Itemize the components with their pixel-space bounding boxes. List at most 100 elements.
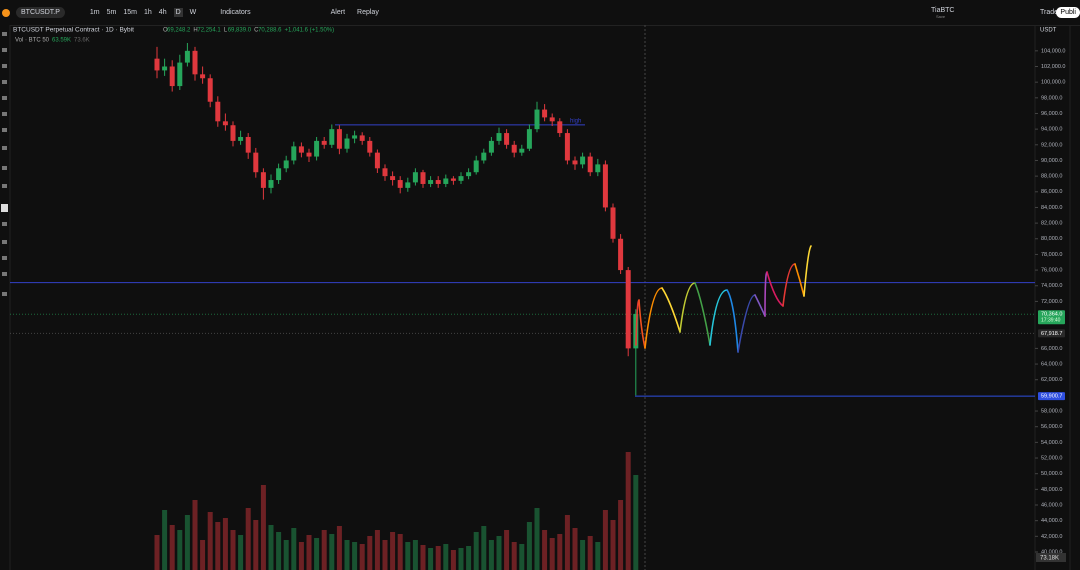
candle-body — [192, 50, 198, 75]
candle-body — [329, 129, 335, 145]
indicators-button[interactable]: Indicators — [220, 9, 251, 16]
line-label: high — [570, 118, 581, 124]
y-tick-label: 52,000.0 — [1041, 455, 1062, 461]
candle-body — [595, 164, 601, 173]
legend-item: O — [163, 28, 168, 34]
volume-bar — [504, 530, 510, 570]
y-tick-label: 96,000.0 — [1041, 111, 1062, 117]
volume-bar — [283, 540, 289, 570]
y-tick-label: 48,000.0 — [1041, 487, 1062, 493]
y-tick-label: 100,000.0 — [1041, 80, 1065, 86]
candle-body — [314, 140, 320, 157]
candle-body — [162, 66, 168, 71]
y-tick-label: 98,000.0 — [1041, 95, 1062, 101]
candle-body — [458, 176, 464, 181]
volume-bar — [162, 510, 168, 570]
intervals: 1m 5m 15m 1h 4h D W — [83, 8, 197, 17]
interval-button[interactable]: 5m — [106, 9, 117, 16]
volume-bar — [428, 548, 434, 570]
alert-button[interactable]: Alert — [330, 9, 346, 16]
candle-body — [344, 138, 350, 149]
volume-bar — [564, 515, 570, 570]
candle-body — [169, 66, 175, 87]
y-tick-label: 42,000.0 — [1041, 534, 1062, 540]
candle-body — [177, 62, 183, 87]
volume-bar — [329, 534, 335, 570]
volume-bar — [526, 522, 532, 570]
user-name[interactable]: TiaBTC — [931, 7, 955, 14]
interval-button[interactable]: W — [189, 9, 197, 16]
volume-bar — [352, 542, 358, 570]
volume-bar — [192, 500, 198, 570]
volume-bar — [230, 530, 236, 570]
candle-body — [580, 156, 586, 165]
legend-item: C — [254, 28, 259, 34]
volume-bar — [435, 546, 441, 570]
volume-bar — [580, 540, 586, 570]
chart: high 104,000.0 102,000.0 100,000.0 98,000.0… — [0, 25, 1071, 570]
candle-body — [557, 121, 563, 134]
y-tick-label: 86,000.0 — [1041, 189, 1062, 195]
volume-bar — [587, 536, 593, 570]
y-tick-label: 54,000.0 — [1041, 440, 1062, 446]
candle-body — [610, 207, 616, 239]
y-tick-label: 88,000.0 — [1041, 174, 1062, 180]
volume-bar — [610, 520, 616, 570]
candle-body — [306, 152, 312, 157]
y-tick-label: 90,000.0 — [1041, 158, 1062, 164]
candle-body — [405, 182, 411, 188]
volume-bar — [374, 530, 380, 570]
currency[interactable]: USDT — [1040, 28, 1057, 34]
y-tick-label: 46,000.0 — [1041, 502, 1062, 508]
y-tick-label: 74,000.0 — [1041, 283, 1062, 289]
left-sidebar — [0, 25, 10, 570]
y-tick-label: 72,000.0 — [1041, 299, 1062, 305]
publish-button[interactable]: Publi — [1056, 7, 1080, 18]
price-label: 67,918.7 — [1041, 331, 1062, 337]
y-tick-label: 58,000.0 — [1041, 408, 1062, 414]
y-tick-label: 104,000.0 — [1041, 48, 1065, 54]
candle-body — [587, 156, 593, 173]
candle-body — [390, 176, 396, 181]
interval-button[interactable]: D — [173, 8, 183, 17]
trade-button[interactable]: Trade — [1040, 9, 1059, 16]
candle-body — [511, 144, 517, 153]
ohlc-legend: O 69,248.2 H 72,254.1 L 69,839.0 C 70,288.6 +1,0… — [163, 28, 334, 34]
candle-body — [466, 172, 472, 177]
candle-body — [298, 146, 304, 153]
volume-bar — [177, 530, 183, 570]
price-label: 59,900.7 — [1041, 394, 1062, 400]
interval-button[interactable]: 15m — [123, 9, 137, 16]
volume-bar — [238, 535, 244, 570]
volume-label-bg — [1036, 553, 1066, 562]
legend-item: 72,254.1 — [197, 28, 221, 34]
y-tick-label: 62,000.0 — [1041, 377, 1062, 383]
candle-body — [207, 78, 213, 102]
candle-body — [519, 148, 525, 153]
candle-body — [245, 136, 251, 153]
candle-body — [625, 270, 631, 349]
candle-body — [367, 140, 373, 153]
candle-body — [184, 50, 190, 63]
volume-bar — [359, 544, 365, 570]
candle-body — [200, 74, 206, 79]
volume-bar — [511, 542, 517, 570]
interval-button[interactable]: 1m — [89, 9, 100, 16]
price-label: 70,364.0 — [1041, 312, 1062, 318]
interval-button[interactable]: 4h — [158, 9, 167, 16]
y-tick-label: 66,000.0 — [1041, 346, 1062, 352]
volume-bar — [405, 542, 411, 570]
volume-pane — [154, 452, 639, 570]
interval-button[interactable]: 1h — [144, 9, 152, 16]
symbol-button[interactable]: BTCUSDT.P — [16, 7, 65, 18]
replay-button[interactable]: Replay — [357, 9, 379, 16]
volume-bar — [260, 485, 266, 570]
volume-bar — [314, 538, 320, 570]
candle-body — [238, 136, 244, 141]
volume-bar — [496, 536, 502, 570]
candle-body — [473, 160, 479, 173]
volume-bar — [291, 528, 297, 570]
y-tick-label: 50,000.0 — [1041, 471, 1062, 477]
volume-legend-ma: 73.6K — [74, 38, 90, 44]
y-tick-label: 80,000.0 — [1041, 236, 1062, 242]
